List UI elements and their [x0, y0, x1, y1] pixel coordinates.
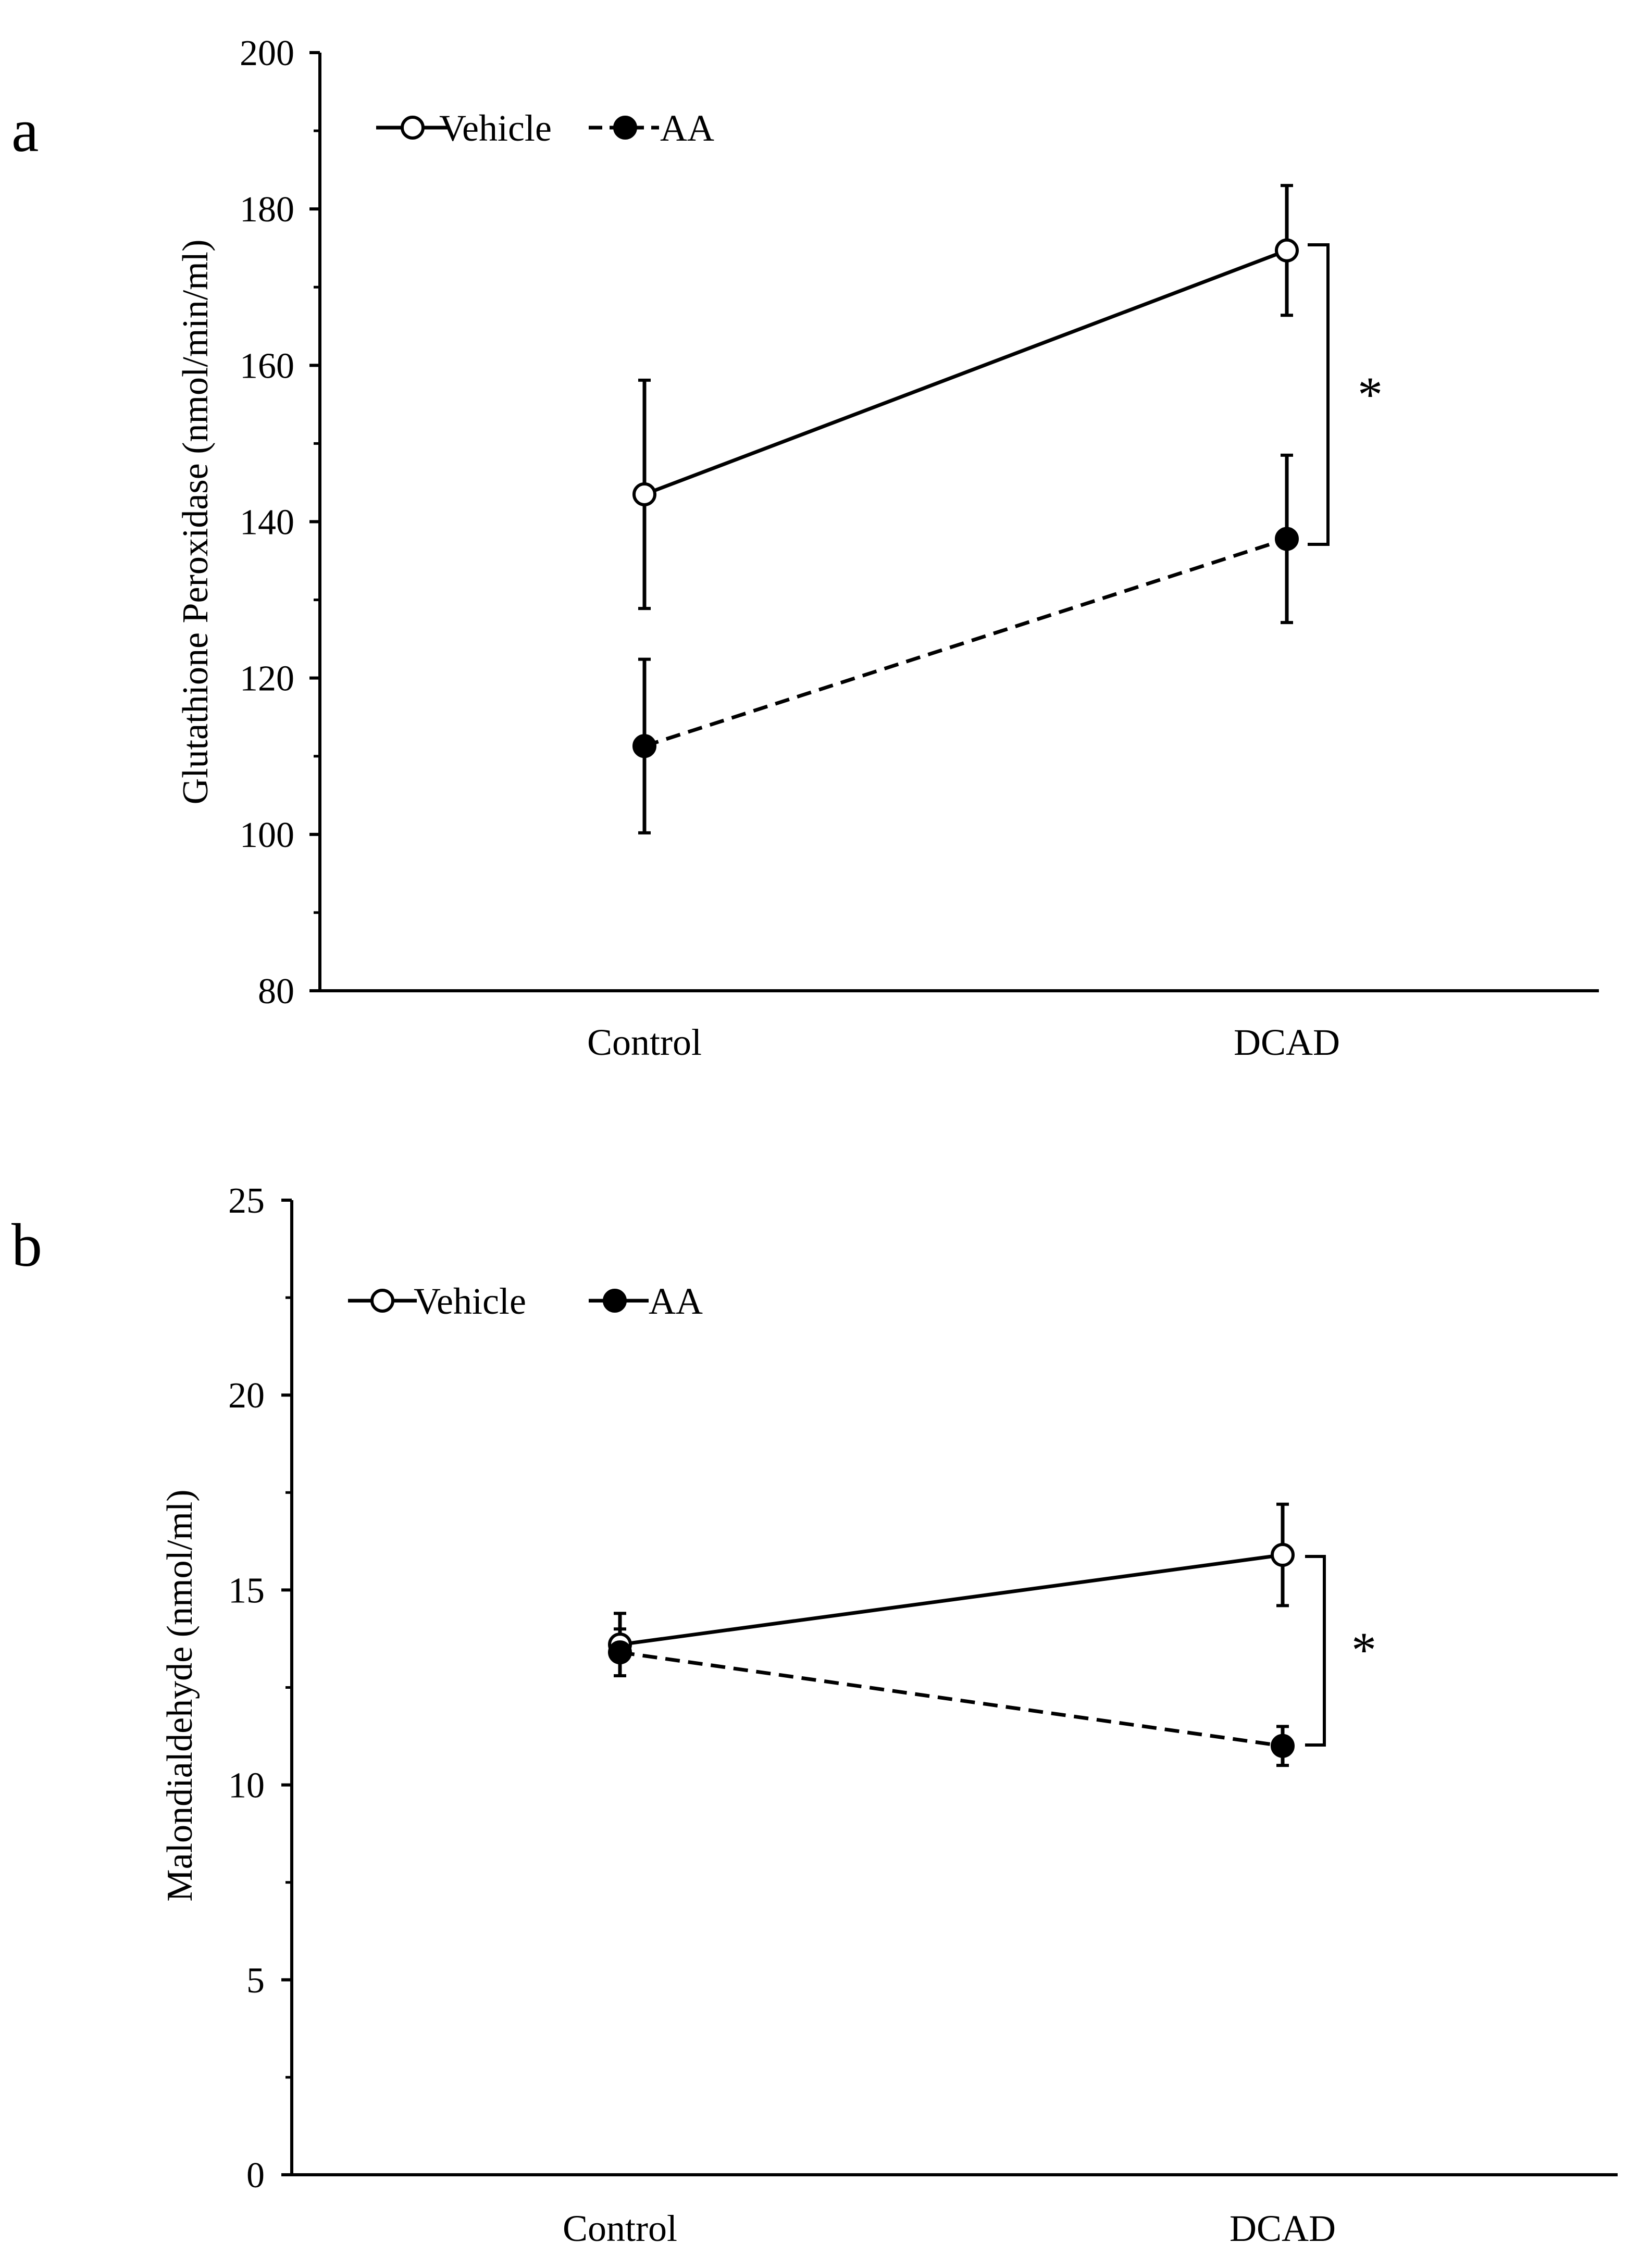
data-point-aa	[608, 1640, 632, 1665]
panel-a-significance-star: *	[1358, 367, 1383, 422]
panel-b-legend-aa-label: AA	[649, 1280, 703, 1322]
panel-a-x-tick-labels: Control DCAD	[587, 1021, 1340, 1063]
panel-a-legend-vehicle-label: Vehicle	[439, 107, 552, 149]
panel-a-y-tick-labels: 80 100 120 140 160 180 200	[240, 33, 294, 1012]
panel-b-legend-vehicle-marker	[370, 1289, 394, 1313]
y-tick-label: 0	[246, 2155, 265, 2196]
data-point-aa	[1271, 1734, 1295, 1758]
panel-a-significance: *	[1308, 243, 1383, 546]
data-point-aa	[1275, 527, 1299, 551]
y-tick-label: 140	[240, 503, 294, 543]
panel-b-legend-aa-marker	[603, 1289, 627, 1313]
panel-a-plot	[632, 184, 1299, 834]
y-tick-label: 10	[228, 1766, 265, 1806]
panel-a: a 80 100 120 140 160 180 200 Control DCAD Gluta…	[11, 33, 1599, 1063]
x-tick-label: Control	[563, 2208, 677, 2249]
panel-b-x-tick-labels: Control DCAD	[563, 2208, 1336, 2249]
panel-a-x-axis: Control DCAD	[318, 989, 1599, 1063]
panel-a-legend-vehicle-marker	[401, 116, 425, 140]
y-tick-label: 25	[228, 1181, 265, 1221]
panel-b-significance: *	[1305, 1555, 1376, 1747]
panel-a-legend: Vehicle AA	[376, 107, 714, 149]
panel-b-y-axis-label: Malondialdehyde (nmol/ml)	[160, 1489, 200, 1901]
panel-b-significance-star: *	[1351, 1622, 1376, 1678]
y-tick-label: 15	[228, 1571, 265, 1611]
panel-a-y-axis-label: Glutathione Peroxidase (nmol/min/ml)	[176, 240, 216, 805]
panel-a-significance-bracket	[1308, 243, 1330, 546]
panel-b-significance-bracket	[1305, 1555, 1326, 1747]
panel-a-legend-aa-marker	[613, 116, 637, 140]
panel-a-y-axis: 80 100 120 140 160 180 200	[240, 33, 321, 1012]
panel-b-x-axis: Control DCAD	[290, 2173, 1618, 2249]
series-line-vehicle	[643, 248, 1288, 496]
series-line-aa	[619, 1650, 1283, 1748]
panel-b-y-tick-labels: 0 5 10 15 20 25	[228, 1181, 265, 2196]
panel-a-y-ticks	[309, 51, 320, 992]
y-tick-label: 180	[240, 190, 294, 230]
data-point-vehicle	[632, 482, 656, 506]
y-tick-label: 100	[240, 815, 294, 855]
y-tick-label: 20	[228, 1376, 265, 1416]
series-line-aa	[643, 537, 1288, 748]
x-tick-label: DCAD	[1234, 1021, 1340, 1063]
y-tick-label: 160	[240, 346, 294, 386]
panel-b-plot	[608, 1502, 1295, 1767]
x-tick-label: DCAD	[1230, 2208, 1336, 2249]
panel-b-legend-vehicle-label: Vehicle	[414, 1280, 526, 1322]
x-tick-label: Control	[587, 1021, 702, 1063]
panel-a-label: a	[11, 96, 39, 165]
series-line-vehicle	[619, 1553, 1283, 1647]
data-point-vehicle	[1275, 238, 1299, 263]
panel-b: b 0 5 10 15 20 25 Control DCAD Malondialdehyde…	[11, 1181, 1618, 2249]
panel-a-legend-aa-label: AA	[660, 107, 714, 149]
y-tick-label: 120	[240, 659, 294, 699]
data-point-aa	[632, 734, 656, 758]
y-tick-label: 200	[240, 33, 294, 73]
panel-b-y-axis: 0 5 10 15 20 25	[228, 1181, 293, 2196]
panel-b-label: b	[11, 1211, 42, 1279]
y-tick-label: 80	[258, 971, 294, 1012]
data-point-vehicle	[1271, 1543, 1295, 1567]
y-tick-label: 5	[246, 1961, 265, 2001]
panel-b-legend: Vehicle AA	[348, 1280, 703, 1322]
panel-b-y-ticks	[281, 1199, 292, 2176]
